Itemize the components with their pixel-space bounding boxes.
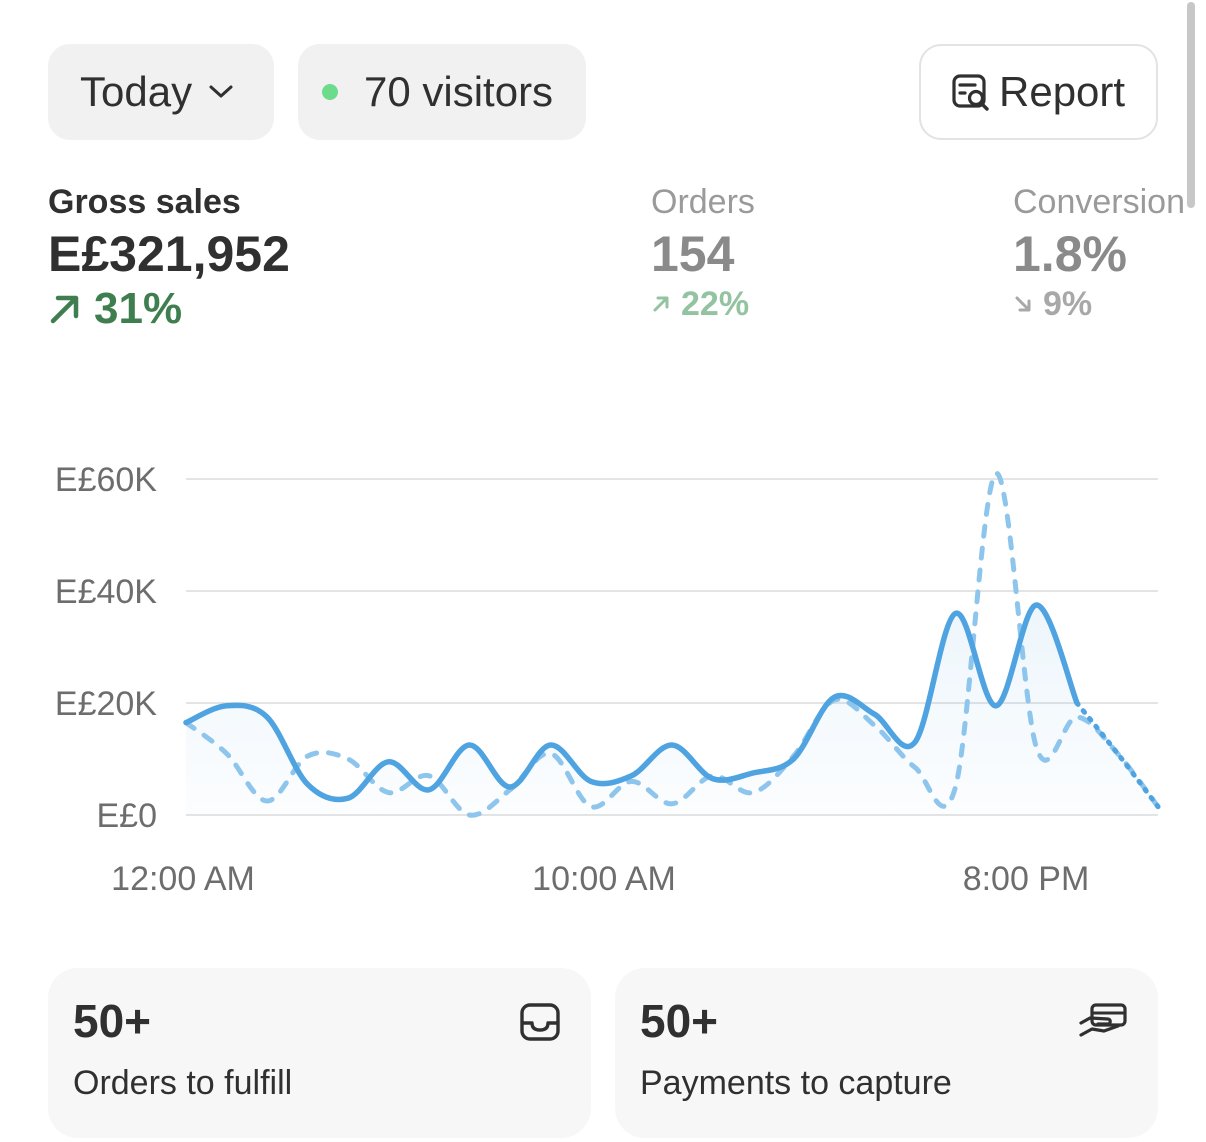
inbox-icon (519, 1002, 561, 1047)
live-visitors-button[interactable]: 70 visitors (298, 44, 586, 140)
metric-delta: 22% (651, 284, 755, 324)
date-range-selector[interactable]: Today (48, 44, 274, 140)
live-status-dot (322, 84, 338, 100)
metric-conversion[interactable]: Conversion 1.8% 9% (1013, 182, 1185, 324)
card-count: 50+ (640, 995, 719, 1047)
metric-value: 154 (651, 226, 735, 282)
gross-sales-chart[interactable]: E£60K E£40K E£20K E£0 12:00 AM 10:00 AM 8:00 P… (0, 440, 1206, 920)
vertical-scrollbar[interactable] (1187, 2, 1195, 208)
card-count: 50+ (73, 995, 152, 1047)
y-axis-tick-label: E£0 (97, 797, 158, 835)
chevron-down-icon (208, 84, 234, 100)
y-axis-tick-label: E£20K (55, 685, 157, 723)
arrow-up-right-icon (653, 296, 669, 312)
metric-gross-sales[interactable]: Gross sales E£321,952 31% (48, 182, 290, 334)
report-search-icon (951, 72, 991, 112)
metric-orders[interactable]: Orders 154 22% (651, 182, 755, 324)
metric-delta-value: 9% (1043, 284, 1093, 323)
metric-label: Conversion (1013, 183, 1185, 221)
arrow-down-right-icon (1015, 296, 1031, 312)
card-label: Payments to capture (640, 1064, 952, 1102)
x-axis-tick-label: 12:00 AM (111, 860, 255, 898)
metric-label: Orders (651, 183, 755, 221)
card-label: Orders to fulfill (73, 1064, 293, 1102)
date-range-label: Today (80, 68, 193, 115)
metric-delta: 31% (48, 284, 290, 334)
visitors-label: 70 visitors (364, 68, 554, 115)
orders-to-fulfill-card[interactable]: 50+ Orders to fulfill (48, 968, 591, 1138)
report-button[interactable]: Report (919, 44, 1158, 140)
arrow-up-right-icon (50, 295, 79, 324)
metric-value: E£321,952 (48, 226, 290, 282)
hand-card-icon (1078, 1002, 1128, 1047)
payments-to-capture-card[interactable]: 50+ Payments to capture (615, 968, 1158, 1138)
series-area (186, 604, 1158, 815)
metric-delta: 9% (1013, 284, 1185, 324)
metric-delta-value: 31% (94, 284, 183, 333)
y-axis-tick-label: E£40K (55, 573, 157, 611)
metric-delta-value: 22% (681, 284, 750, 323)
report-label: Report (999, 68, 1126, 115)
series-line-current (183, 602, 1080, 803)
x-axis-tick-label: 8:00 PM (963, 860, 1090, 898)
y-axis-tick-label: E£60K (55, 461, 157, 499)
metric-value: 1.8% (1013, 226, 1127, 282)
series-line-current-projected (1074, 700, 1161, 810)
x-axis-tick-label: 10:00 AM (532, 860, 676, 898)
metric-label: Gross sales (48, 183, 241, 221)
